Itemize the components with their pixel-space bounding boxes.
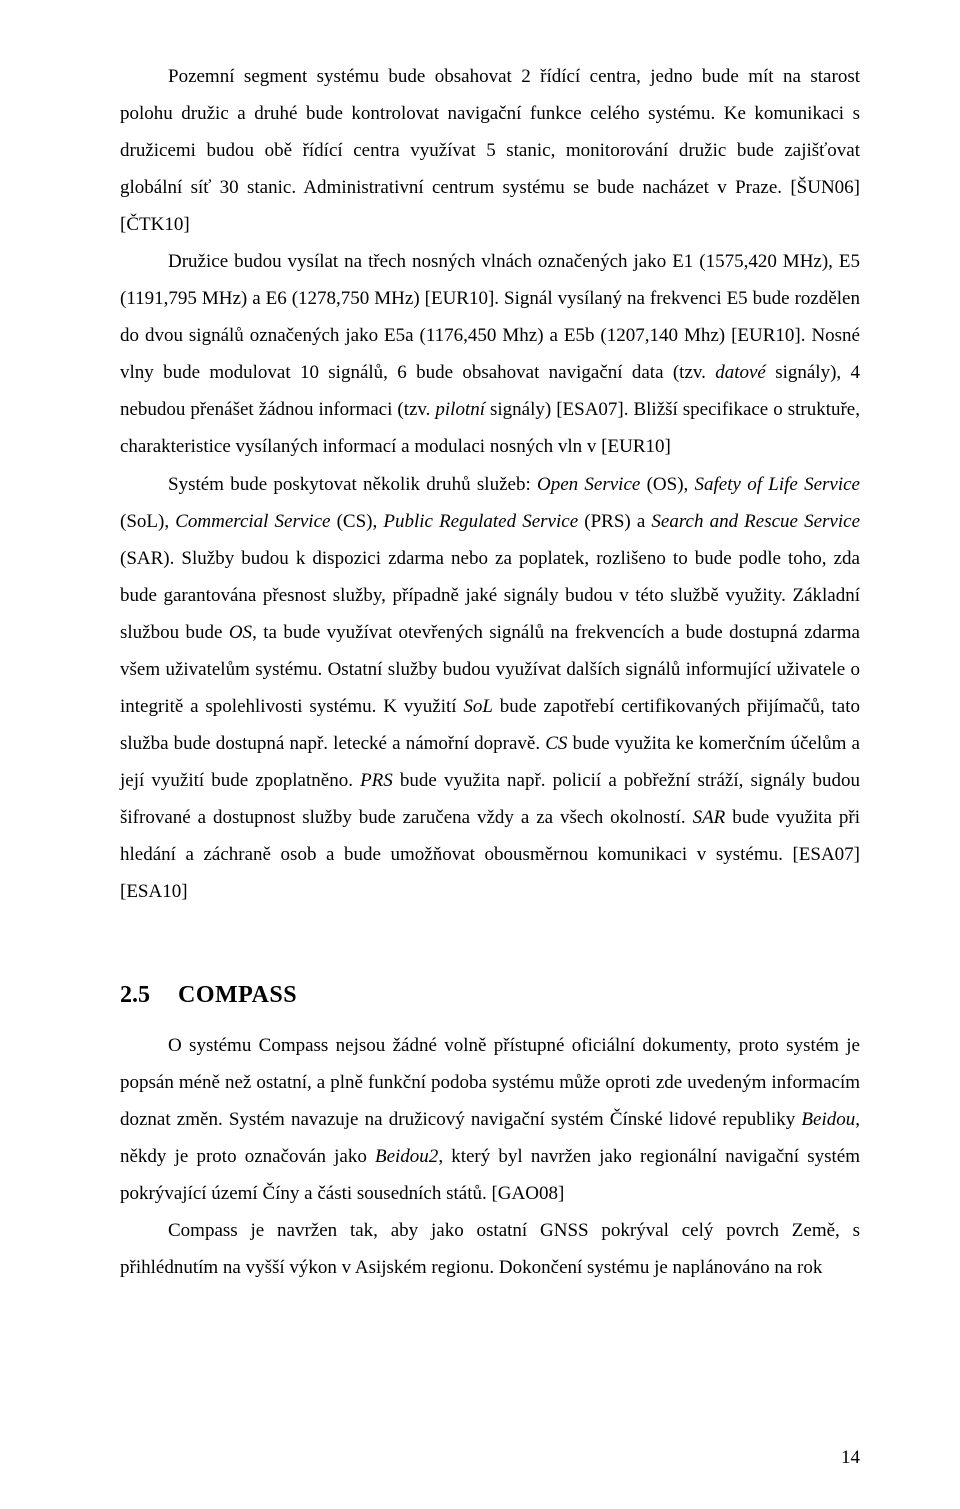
- text-run: Systém bude poskytovat několik druhů slu…: [168, 474, 537, 495]
- text-run: Compass je navržen tak, aby jako ostatní…: [120, 1220, 860, 1278]
- text-run: (PRS) a: [578, 511, 651, 532]
- paragraph-2: Družice budou vysílat na třech nosných v…: [120, 243, 860, 465]
- text-run: pilotní: [435, 399, 485, 420]
- paragraph-3: Systém bude poskytovat několik druhů slu…: [120, 466, 860, 911]
- text-run: Safety of Life Service: [695, 474, 860, 495]
- text-run: (CS),: [330, 511, 383, 532]
- text-run: Beidou: [801, 1109, 855, 1130]
- text-run: Beidou2: [375, 1146, 438, 1167]
- section-heading: 2.5 COMPASS: [120, 982, 860, 1009]
- text-run: Pozemní segment systému bude obsahovat 2…: [120, 66, 860, 235]
- text-run: O systému Compass nejsou žádné volně pří…: [120, 1035, 860, 1130]
- text-run: Search and Rescue Service: [651, 511, 860, 532]
- text-run: Public Regulated Service: [383, 511, 578, 532]
- text-run: SAR: [693, 807, 726, 828]
- paragraph-5: Compass je navržen tak, aby jako ostatní…: [120, 1212, 860, 1286]
- page-number: 14: [841, 1447, 860, 1469]
- paragraph-1: Pozemní segment systému bude obsahovat 2…: [120, 58, 860, 243]
- text-run: SoL: [463, 696, 493, 717]
- heading-number: 2.5: [120, 982, 150, 1009]
- text-run: Commercial Service: [175, 511, 330, 532]
- heading-title: COMPASS: [178, 982, 297, 1008]
- text-run: (SoL),: [120, 511, 175, 532]
- text-run: OS: [229, 622, 252, 643]
- text-run: CS: [545, 733, 567, 754]
- text-run: (OS),: [640, 474, 694, 495]
- paragraph-4: O systému Compass nejsou žádné volně pří…: [120, 1027, 860, 1212]
- text-run: PRS: [360, 770, 393, 791]
- text-run: datové: [715, 362, 766, 383]
- text-run: Open Service: [537, 474, 640, 495]
- page: Pozemní segment systému bude obsahovat 2…: [0, 0, 960, 1509]
